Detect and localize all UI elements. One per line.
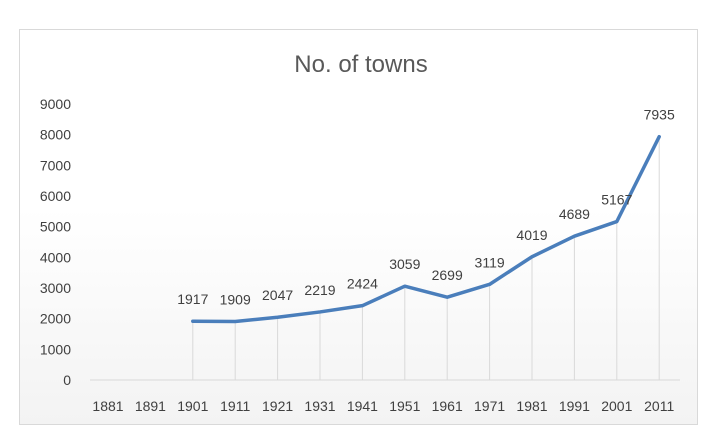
x-tick-label: 1961 [432,398,463,414]
data-label: 3119 [475,254,505,270]
x-tick-label: 1941 [347,398,378,414]
data-label: 3059 [389,256,420,272]
data-label: 1917 [177,291,208,307]
y-tick-label: 5000 [40,219,71,235]
y-tick-label: 0 [63,372,71,388]
y-tick-label: 4000 [40,249,71,265]
y-tick-label: 2000 [40,311,71,327]
y-tick-label: 7000 [40,157,71,173]
x-tick-label: 1891 [135,398,166,414]
x-axis-ticks: 1881 1891 1901 1911 1921 1931 1941 1951 1961 1971… [92,398,674,414]
x-tick-label: 2001 [601,398,632,414]
data-label: 2424 [347,276,378,292]
x-tick-label: 1911 [220,398,250,414]
y-tick-label: 8000 [40,127,71,143]
y-tick-label: 6000 [40,188,71,204]
x-tick-label: 1981 [516,398,547,414]
y-axis-ticks: 0 1000 2000 3000 4000 5000 6000 7000 8000 9000 [40,96,71,388]
chart-title: No. of towns [294,51,427,78]
series-line [191,134,661,324]
data-label: 1909 [220,291,251,307]
x-tick-label: 1931 [304,398,335,414]
chart-frame [19,29,698,425]
data-labels: 1917 1909 2047 2219 2424 3059 2699 3119 4019 4689… [177,107,675,308]
data-label: 7935 [644,107,675,123]
series-layer [191,134,661,324]
x-tick-label: 2011 [644,398,674,414]
data-label: 2047 [262,287,293,303]
grid-layer [90,136,680,381]
y-tick-label: 1000 [40,341,71,357]
x-tick-label: 1881 [92,398,123,414]
y-tick-label: 9000 [40,96,71,112]
data-label: 2219 [304,282,335,298]
x-tick-label: 1971 [474,398,505,414]
y-tick-label: 3000 [40,280,71,296]
data-label: 2699 [432,267,463,283]
x-tick-label: 1921 [262,398,293,414]
data-label: 4689 [559,206,590,222]
data-label: 4019 [516,227,547,243]
data-label: 5167 [601,192,632,208]
x-tick-label: 1991 [559,398,590,414]
x-tick-label: 1951 [389,398,420,414]
x-tick-label: 1901 [177,398,208,414]
